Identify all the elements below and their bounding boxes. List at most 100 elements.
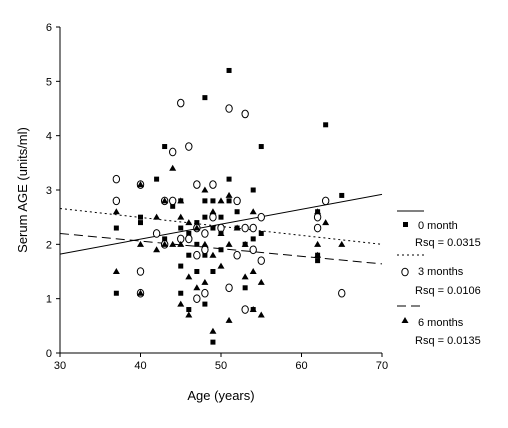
data-point-square <box>202 301 208 307</box>
data-point-square <box>202 214 208 220</box>
ticks: 0 1 2 3 4 5 6 30 40 50 60 70 <box>46 22 388 372</box>
x-axis-title: Age (years) <box>187 388 254 403</box>
data-point-square <box>226 67 232 73</box>
data-point-triangle <box>241 273 249 280</box>
data-point-circle <box>233 250 241 260</box>
data-point-square <box>138 214 143 220</box>
data-point-triangle <box>193 284 201 291</box>
data-point-square <box>194 269 200 274</box>
data-point-square <box>210 269 216 274</box>
data-point-square <box>258 144 264 150</box>
data-point-circle <box>177 98 185 108</box>
data-point-triangle <box>241 240 249 247</box>
data-point-square <box>194 220 200 226</box>
data-point-triangle <box>161 197 169 204</box>
plot-area <box>59 67 383 345</box>
data-point-triangle <box>161 240 169 247</box>
data-point-circle <box>321 196 330 206</box>
y-tick-label: 1 <box>46 294 52 306</box>
data-point-triangle <box>233 224 241 231</box>
legend-label-3-months: 3 months <box>418 266 464 278</box>
data-point-circle <box>241 223 249 233</box>
data-point-circle <box>233 196 241 206</box>
data-point-square <box>210 339 216 345</box>
legend-item-0-month: 0 month Rsq = 0.0315 <box>397 210 481 249</box>
data-point-circle <box>201 229 209 238</box>
data-point-triangle <box>112 268 120 274</box>
data-point-square <box>210 198 216 204</box>
data-point-square <box>202 198 208 204</box>
data-point-square <box>234 209 240 215</box>
y-tick-label: 2 <box>46 239 52 251</box>
data-point-square <box>162 236 168 242</box>
data-point-circle <box>249 223 257 233</box>
data-point-triangle <box>209 251 217 258</box>
data-point-circle <box>241 109 249 119</box>
data-point-circle <box>185 142 193 151</box>
data-point-square <box>154 176 160 182</box>
x-tick-label: 70 <box>376 360 388 372</box>
data-point-triangle <box>322 219 330 226</box>
data-point-triangle <box>153 246 161 253</box>
legend: 0 month Rsq = 0.0315 3 months Rsq = 0.01… <box>397 210 481 347</box>
y-tick-label: 4 <box>46 131 52 143</box>
x-tick-label: 60 <box>295 360 307 372</box>
data-point-triangle <box>225 191 233 198</box>
data-point-square <box>113 290 119 296</box>
legend-triangle-marker <box>401 317 409 323</box>
legend-item-3-months: 3 months Rsq = 0.0106 <box>397 254 481 297</box>
data-point-circle <box>313 223 322 233</box>
data-point-circle <box>169 196 177 206</box>
y-tick-label: 5 <box>46 76 52 88</box>
data-point-triangle <box>257 311 265 318</box>
data-point-triangle <box>249 208 257 215</box>
legend-item-6-months: 6 months Rsq = 0.0135 <box>397 305 481 347</box>
data-point-square <box>250 187 256 193</box>
x-tick-label: 50 <box>215 360 227 372</box>
data-point-circle <box>249 245 257 255</box>
data-point-square <box>218 247 224 253</box>
data-point-square <box>186 252 192 258</box>
data-point-circle <box>209 180 217 189</box>
data-point-square <box>226 176 232 182</box>
data-point-square <box>162 144 168 150</box>
data-point-circle <box>136 267 145 276</box>
data-point-triangle <box>314 208 322 215</box>
y-axis-title: Serum AGE (units/ml) <box>15 127 30 253</box>
data-point-square <box>170 203 176 209</box>
legend-rsq-3-months: Rsq = 0.0106 <box>415 285 481 297</box>
data-point-triangle <box>177 300 185 307</box>
legend-circle-marker <box>401 267 409 277</box>
data-point-triangle <box>169 240 177 247</box>
data-point-circle <box>193 294 201 303</box>
data-point-square <box>226 198 232 204</box>
data-point-triangle <box>314 251 322 258</box>
y-tick-label: 3 <box>46 185 52 197</box>
data-point-triangle <box>314 240 322 247</box>
data-point-circle <box>193 250 201 260</box>
data-point-square <box>315 258 321 264</box>
data-point-square <box>186 230 192 236</box>
data-point-square <box>202 95 208 101</box>
y-tick-label: 0 <box>46 348 52 360</box>
legend-square-marker <box>403 222 408 227</box>
data-point-square <box>178 225 184 231</box>
data-point-triangle <box>338 240 346 247</box>
data-point-triangle <box>217 197 225 204</box>
data-point-triangle <box>137 181 144 188</box>
data-point-triangle <box>137 240 144 247</box>
data-point-square <box>210 225 216 231</box>
axes <box>59 27 382 354</box>
data-point-triangle <box>185 273 193 280</box>
legend-label-6-months: 6 months <box>418 317 464 329</box>
data-point-square <box>178 290 184 296</box>
data-point-square <box>250 236 256 242</box>
data-point-square <box>323 122 329 128</box>
data-point-circle <box>257 212 265 222</box>
data-point-triangle <box>177 240 185 247</box>
data-point-square <box>194 241 200 247</box>
data-point-triangle <box>185 311 193 318</box>
data-point-triangle <box>209 208 217 215</box>
data-point-triangle <box>177 213 185 220</box>
data-point-triangle <box>185 219 193 226</box>
